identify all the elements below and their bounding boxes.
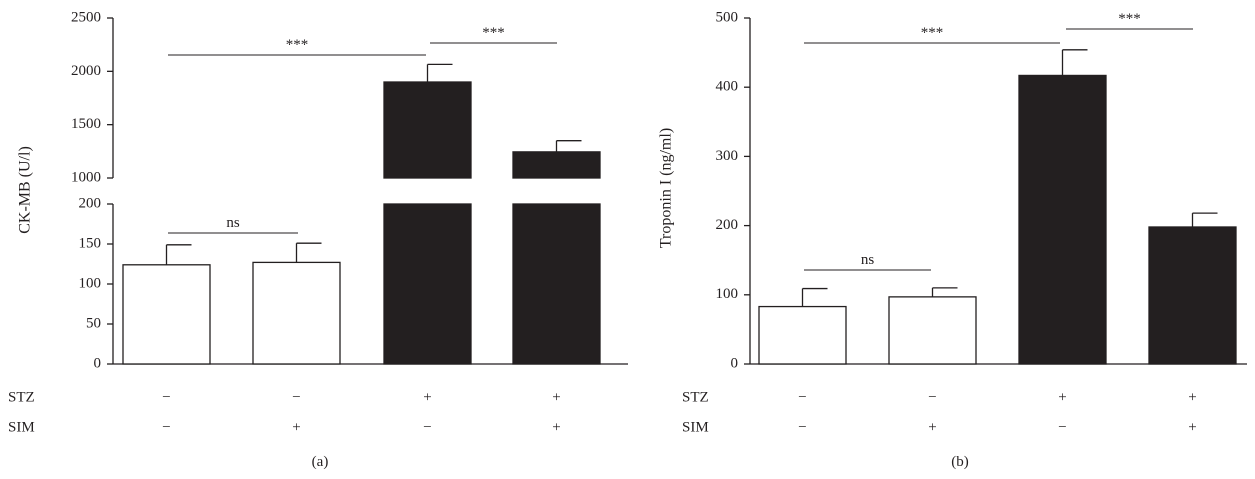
panel-b-condition-value: − <box>798 419 806 435</box>
panel-b-condition-value: − <box>798 389 806 405</box>
panel-a-tick-label: 150 <box>79 235 102 251</box>
panel-a-tick-label: 2500 <box>71 9 101 25</box>
panel-a-tick-label: 100 <box>79 275 102 291</box>
panel-b-condition-name: STZ <box>682 389 709 405</box>
panel-a-tick-label: 0 <box>94 355 102 371</box>
panel-a-condition-value: + <box>292 419 300 435</box>
panel-b-significance-label: ns <box>861 252 875 268</box>
panel-b-condition-value: + <box>1188 419 1196 435</box>
panel-b-bar <box>1148 226 1237 365</box>
panel-a-y-axis-label: CK-MB (U/l) <box>17 146 34 234</box>
panel-a-condition-value: + <box>552 419 560 435</box>
chart-panel-a: 0 50 100 150 200 1000 1500 2000 2500 ns *** *** CK… <box>8 9 628 470</box>
panel-a-bar-upper <box>512 151 601 179</box>
panel-b-tick-label: 0 <box>731 355 739 371</box>
panel-a-tick-label: 2000 <box>71 63 101 79</box>
panel-a-condition-value: + <box>552 389 560 405</box>
panel-b-condition-value: + <box>928 419 936 435</box>
panel-a-significance: ns *** *** <box>168 25 557 234</box>
panel-a-condition-value: − <box>162 419 170 435</box>
panel-b-condition-value: + <box>1188 389 1196 405</box>
panel-a-condition-name: STZ <box>8 389 35 405</box>
panel-b-tick-label: 100 <box>716 286 739 302</box>
panel-a-condition-value: − <box>162 389 170 405</box>
panel-b-tick-label: 400 <box>716 79 739 95</box>
chart-panel-b: 0 100 200 300 400 500 ns *** *** Troponin I (ng… <box>658 9 1247 470</box>
panel-a-conditions: STZ − − + + SIM − + − + <box>8 389 561 435</box>
panel-a-tick-label: 1500 <box>71 116 101 132</box>
panel-a-significance-label: *** <box>286 37 309 53</box>
panel-a-condition-value: − <box>423 419 431 435</box>
panel-a-significance-label: *** <box>482 25 505 41</box>
panel-a-condition-value: + <box>423 389 431 405</box>
panel-b-bars <box>758 49 1237 365</box>
panel-a-bar <box>252 261 341 365</box>
panel-b-significance-label: *** <box>1118 11 1141 27</box>
panel-b-condition-value: − <box>928 389 936 405</box>
panel-a-condition-name: SIM <box>8 419 35 435</box>
panel-a-label: (a) <box>312 454 329 470</box>
panel-b-tick-label: 300 <box>716 148 739 164</box>
panel-b-significance: ns *** *** <box>804 11 1193 271</box>
panel-a-tick-label: 1000 <box>71 169 101 185</box>
panel-b-tick-label: 200 <box>716 217 739 233</box>
panel-a-bar <box>122 264 211 365</box>
panel-a-tick-label: 50 <box>86 315 101 331</box>
panel-b-bar <box>888 296 977 365</box>
panel-b-significance-label: *** <box>921 25 944 41</box>
panel-b-condition-value: + <box>1058 389 1066 405</box>
panel-b-condition-name: SIM <box>682 419 709 435</box>
panel-b-condition-value: − <box>1058 419 1066 435</box>
panel-a-significance-label: ns <box>226 215 240 231</box>
panel-a-condition-value: − <box>292 389 300 405</box>
panel-b-bar <box>1018 74 1107 365</box>
panel-b-bar <box>758 305 847 365</box>
panel-b-tick-label: 500 <box>716 9 739 25</box>
panel-b-label: (b) <box>951 454 969 470</box>
panel-b-y-axis-label: Troponin I (ng/ml) <box>658 128 675 248</box>
panel-a-bars <box>122 63 601 365</box>
panel-b-conditions: STZ − − + + SIM − + − + <box>682 389 1197 435</box>
panel-a-bar-upper <box>383 81 472 179</box>
panel-a-bar <box>383 203 472 365</box>
panel-a-bar <box>512 203 601 365</box>
panel-a-tick-label: 200 <box>79 195 102 211</box>
